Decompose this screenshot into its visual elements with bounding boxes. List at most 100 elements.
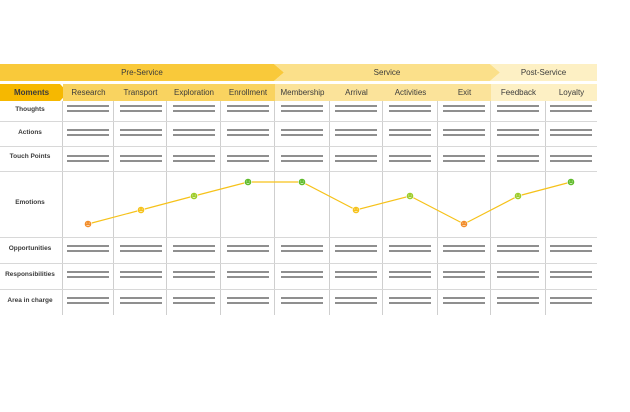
placeholder-line [335, 297, 377, 299]
placeholder-line [281, 302, 323, 304]
placeholder-line [227, 155, 269, 157]
placeholder-line [281, 250, 323, 252]
placeholder-line [550, 105, 592, 107]
placeholder-line [120, 155, 162, 157]
row-divider [0, 121, 597, 122]
placeholder-line [67, 105, 109, 107]
placeholder-line [173, 250, 215, 252]
row-label-responsibilities: Responsibilities [5, 271, 55, 278]
placeholder-line [497, 110, 539, 112]
placeholder-lines [389, 129, 431, 139]
placeholder-line [335, 110, 377, 112]
placeholder-lines [67, 245, 109, 255]
placeholder-line [443, 250, 485, 252]
placeholder-line [335, 302, 377, 304]
placeholder-lines [67, 155, 109, 165]
moment-enrollment: Enrollment [221, 84, 275, 101]
placeholder-line [67, 271, 109, 273]
placeholder-lines [443, 245, 485, 255]
placeholder-line [550, 110, 592, 112]
placeholder-line [335, 105, 377, 107]
placeholder-line [173, 245, 215, 247]
placeholder-lines [497, 155, 539, 165]
placeholder-line [173, 105, 215, 107]
placeholder-line [389, 160, 431, 162]
placeholder-lines [120, 155, 162, 165]
phase-label: Pre-Service [121, 68, 163, 77]
moment-research: Research [63, 84, 114, 101]
placeholder-lines [173, 297, 215, 307]
emotion-face-icon [460, 220, 468, 228]
placeholder-line [550, 271, 592, 273]
placeholder-lines [227, 245, 269, 255]
placeholder-line [389, 155, 431, 157]
placeholder-line [120, 297, 162, 299]
placeholder-line [335, 250, 377, 252]
placeholder-lines [389, 271, 431, 281]
placeholder-lines [67, 129, 109, 139]
placeholder-line [281, 105, 323, 107]
placeholder-line [389, 129, 431, 131]
phase-label: Post-Service [520, 68, 567, 77]
placeholder-lines [335, 297, 377, 307]
phase-post-service: Post-Service [490, 64, 597, 81]
placeholder-lines [281, 155, 323, 165]
placeholder-line [497, 250, 539, 252]
emotion-face-icon [244, 178, 252, 186]
placeholder-line [67, 302, 109, 304]
placeholder-lines [67, 271, 109, 281]
placeholder-lines [497, 105, 539, 115]
placeholder-line [443, 105, 485, 107]
placeholder-lines [335, 245, 377, 255]
placeholder-lines [120, 129, 162, 139]
placeholder-line [120, 302, 162, 304]
placeholder-line [550, 297, 592, 299]
moments-label: Moments [0, 84, 68, 101]
placeholder-line [227, 134, 269, 136]
column-divider [545, 101, 546, 315]
placeholder-line [550, 250, 592, 252]
placeholder-line [281, 297, 323, 299]
row-label-actions: Actions [18, 129, 42, 136]
moment-activities: Activities [383, 84, 438, 101]
placeholder-lines [443, 129, 485, 139]
placeholder-line [120, 245, 162, 247]
phase-service: Service [274, 64, 500, 81]
placeholder-line [443, 297, 485, 299]
placeholder-lines [120, 297, 162, 307]
placeholder-line [173, 276, 215, 278]
placeholder-lines [335, 129, 377, 139]
placeholder-line [173, 134, 215, 136]
placeholder-line [120, 134, 162, 136]
row-divider [0, 263, 597, 264]
placeholder-line [227, 110, 269, 112]
moment-exit: Exit [438, 84, 491, 101]
moment-transport: Transport [114, 84, 167, 101]
row-divider [0, 289, 597, 290]
placeholder-line [389, 250, 431, 252]
placeholder-lines [281, 245, 323, 255]
row-label-touch-points: Touch Points [9, 153, 51, 160]
column-divider [274, 101, 275, 315]
emotion-face-icon [190, 192, 198, 200]
column-divider [113, 101, 114, 315]
column-divider [62, 101, 63, 315]
emotion-face-icon [84, 220, 92, 228]
placeholder-line [497, 245, 539, 247]
placeholder-line [227, 105, 269, 107]
placeholder-lines [173, 105, 215, 115]
placeholder-line [497, 105, 539, 107]
placeholder-lines [281, 297, 323, 307]
placeholder-line [67, 129, 109, 131]
placeholder-line [173, 155, 215, 157]
column-divider [382, 101, 383, 315]
phase-label: Service [373, 68, 401, 77]
emotion-face-icon [352, 206, 360, 214]
placeholder-lines [120, 271, 162, 281]
row-label-opportunities: Opportunities [8, 245, 52, 252]
placeholder-lines [173, 155, 215, 165]
placeholder-line [281, 110, 323, 112]
placeholder-lines [389, 297, 431, 307]
placeholder-line [173, 302, 215, 304]
placeholder-line [443, 110, 485, 112]
